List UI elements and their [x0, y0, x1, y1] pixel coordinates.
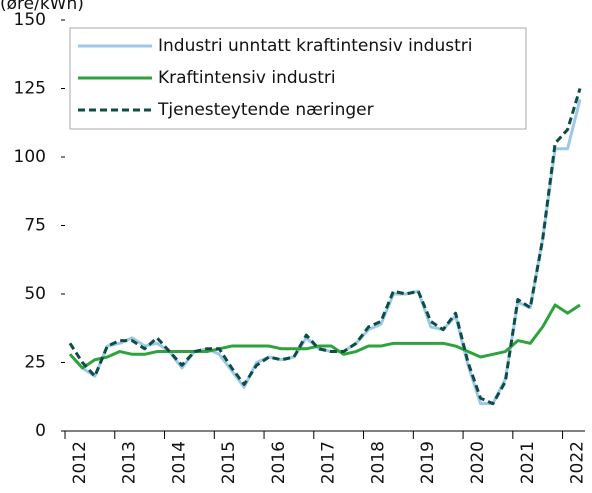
y-axis-label: (øre/kWh): [0, 0, 84, 14]
x-tick-label: 2018: [368, 441, 388, 484]
y-tick-label: 125: [14, 79, 46, 99]
y-tick-label: 25: [24, 353, 46, 373]
x-tick-label: 2022: [568, 441, 588, 484]
x-tick-label: 2013: [120, 441, 140, 484]
y-tick-label: 75: [24, 216, 46, 236]
x-tick-label: 2016: [269, 441, 289, 484]
legend-label: Tjenesteytende næringer: [157, 100, 374, 120]
y-tick-label: 50: [24, 284, 46, 304]
series-line: [68, 303, 581, 370]
x-tick-label: 2015: [219, 441, 239, 484]
x-tick-label: 2020: [468, 441, 488, 484]
y-tick-label: 150: [14, 10, 46, 30]
legend-label: Kraftintensiv industri: [158, 68, 336, 88]
y-tick-label: 100: [14, 147, 46, 167]
x-tick-label: 2017: [319, 441, 339, 484]
x-tick-label: 2019: [418, 441, 438, 484]
legend: Industri unntatt kraftintensiv industri K…: [69, 27, 527, 130]
x-tick-label: 2021: [518, 441, 538, 484]
x-tick-label: 2014: [169, 441, 189, 484]
y-tick-label: 0: [35, 421, 46, 441]
legend-label: Industri unntatt kraftintensiv industri: [158, 36, 472, 56]
x-tick-label: 2012: [70, 441, 90, 484]
series-line: [68, 99, 582, 406]
series-line: [68, 88, 582, 406]
